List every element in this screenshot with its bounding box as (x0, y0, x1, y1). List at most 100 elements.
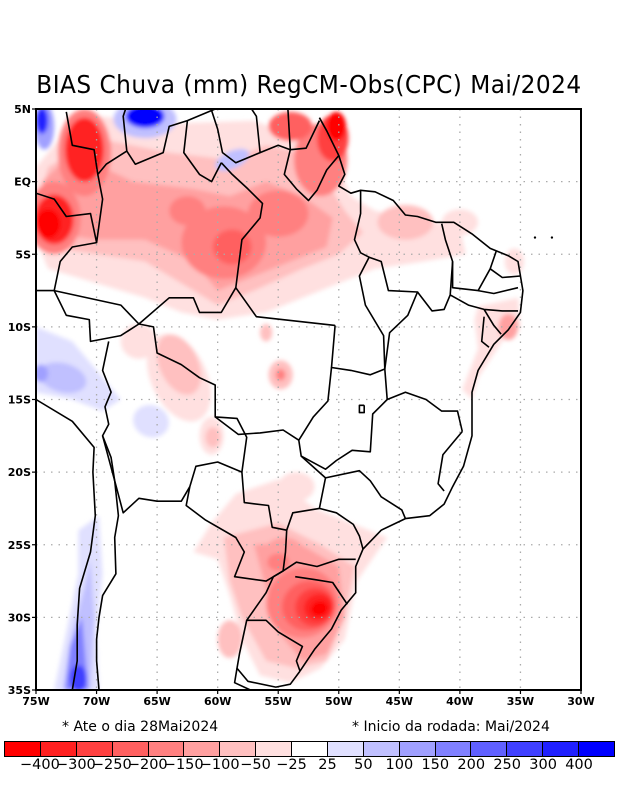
grid-lines (36, 109, 581, 690)
colorbar-label: −300 (55, 757, 96, 773)
bias-contour (212, 229, 252, 265)
bias-contour (205, 427, 221, 448)
colorbar-label: −200 (127, 757, 168, 773)
border-line (53, 109, 304, 672)
bias-contour (260, 323, 273, 342)
lon-tick-label: 70W (83, 695, 110, 708)
bias-contour (504, 248, 525, 275)
border-line (214, 416, 300, 441)
border-line (95, 435, 120, 690)
lon-tick-label: 55W (264, 695, 291, 708)
note-run-start: * Inicio da rodada: Mai/2024 (352, 719, 550, 735)
chart-title: BIAS Chuva (mm) RegCM-Obs(CPC) Mai/2024 (36, 70, 582, 99)
bias-contour (69, 665, 87, 690)
colorbar-swatch (471, 742, 508, 756)
colorbar-label: −150 (163, 757, 204, 773)
border-line (233, 668, 251, 690)
colorbar-swatch (543, 742, 579, 756)
lat-tick-label: 30S (8, 611, 31, 624)
border-line (287, 109, 292, 150)
colorbar-label: −100 (199, 757, 240, 773)
bias-contour (133, 405, 169, 438)
bias-contour (278, 472, 315, 502)
lat-tick-label: 35S (8, 684, 31, 697)
colorbar-label: 150 (421, 757, 450, 773)
border-line (122, 109, 128, 152)
border-line (368, 256, 419, 370)
colorbar-swatch (292, 742, 328, 756)
colorbar-label: 300 (529, 757, 557, 773)
border-line (236, 620, 301, 688)
border-line (477, 286, 519, 295)
colorbar-swatch (435, 742, 472, 756)
colorbar-label: 200 (457, 757, 486, 773)
colorbar-swatch (184, 742, 221, 756)
colorbar-label: 25 (318, 757, 337, 773)
island-marker (533, 236, 537, 239)
note-until-date: * Ate o dia 28Mai2024 (62, 719, 219, 735)
bias-contour (156, 334, 202, 395)
lat-tick-label: 10S (8, 321, 31, 334)
run-notes: * Ate o dia 28Mai2024 * Inicio da rodada… (0, 719, 618, 737)
colorbar-swatch (5, 742, 41, 756)
lon-axis: 75W 70W 65W 60W 55W 50W 45W 40W 35W 30W (22, 690, 595, 708)
colorbar-label: 400 (565, 757, 593, 773)
colorbar-label: −250 (91, 757, 132, 773)
border-line (250, 109, 261, 153)
border-line (101, 341, 243, 514)
border-line (36, 398, 97, 690)
bias-contour (326, 111, 347, 141)
bias-contour (125, 109, 165, 128)
lon-tick-label: 50W (325, 695, 352, 708)
border-line (451, 251, 497, 292)
border-line (298, 367, 388, 470)
bias-contour (36, 209, 61, 239)
border-line (437, 430, 463, 492)
colorbar-labels: −400 −300 −250 −200 −150 −100 −50 −25 25 50 100 150… (0, 757, 618, 777)
bias-contour (498, 313, 519, 340)
lat-tick-label: 5N (14, 103, 31, 116)
colorbar-swatch (220, 742, 257, 756)
bias-contour (247, 190, 309, 237)
border-line (480, 316, 490, 348)
colorbar-label: 100 (385, 757, 414, 773)
colorbar-swatch (148, 742, 185, 756)
lon-tick-label: 35W (507, 695, 534, 708)
colorbar-swatch (399, 742, 436, 756)
border-line (489, 268, 521, 279)
bias-contour (38, 362, 87, 394)
border-line (138, 286, 336, 327)
border-line (185, 486, 284, 582)
colorbar-label: 50 (354, 757, 373, 773)
border-line (330, 190, 386, 376)
lon-tick-label: 40W (446, 695, 473, 708)
colorbar-label: −25 (276, 757, 307, 773)
lon-tick-label: 60W (204, 695, 231, 708)
colorbar-swatch (363, 742, 400, 756)
lat-tick-label: EQ (14, 176, 31, 189)
border-line (183, 120, 223, 183)
colorbar-label: −400 (20, 757, 60, 773)
colorbar-swatch (507, 742, 544, 756)
lat-tick-label: 5S (15, 248, 31, 261)
bias-map: 75W 70W 65W 60W 55W 50W 45W 40W 35W 30W 5N EQ 5S 10S… (8, 103, 595, 708)
bias-contour (377, 204, 434, 240)
border-line (36, 192, 98, 243)
border-line (54, 289, 140, 325)
lon-tick-label: 30W (567, 695, 594, 708)
bias-contour (217, 620, 242, 659)
country-state-borders (36, 109, 554, 690)
bias-contour (275, 368, 286, 381)
border-line (220, 162, 264, 288)
border-line (325, 469, 407, 519)
bias-contour (268, 111, 313, 141)
colorbar-swatch (112, 742, 149, 756)
border-line (65, 111, 99, 175)
lat-tick-label: 15S (8, 394, 31, 407)
border-line (319, 507, 364, 550)
colorbar-swatch (40, 742, 77, 756)
border-line (358, 404, 365, 414)
bias-contour (169, 196, 206, 226)
colorbar-swatch (327, 742, 364, 756)
lat-tick-label: 25S (8, 539, 31, 552)
